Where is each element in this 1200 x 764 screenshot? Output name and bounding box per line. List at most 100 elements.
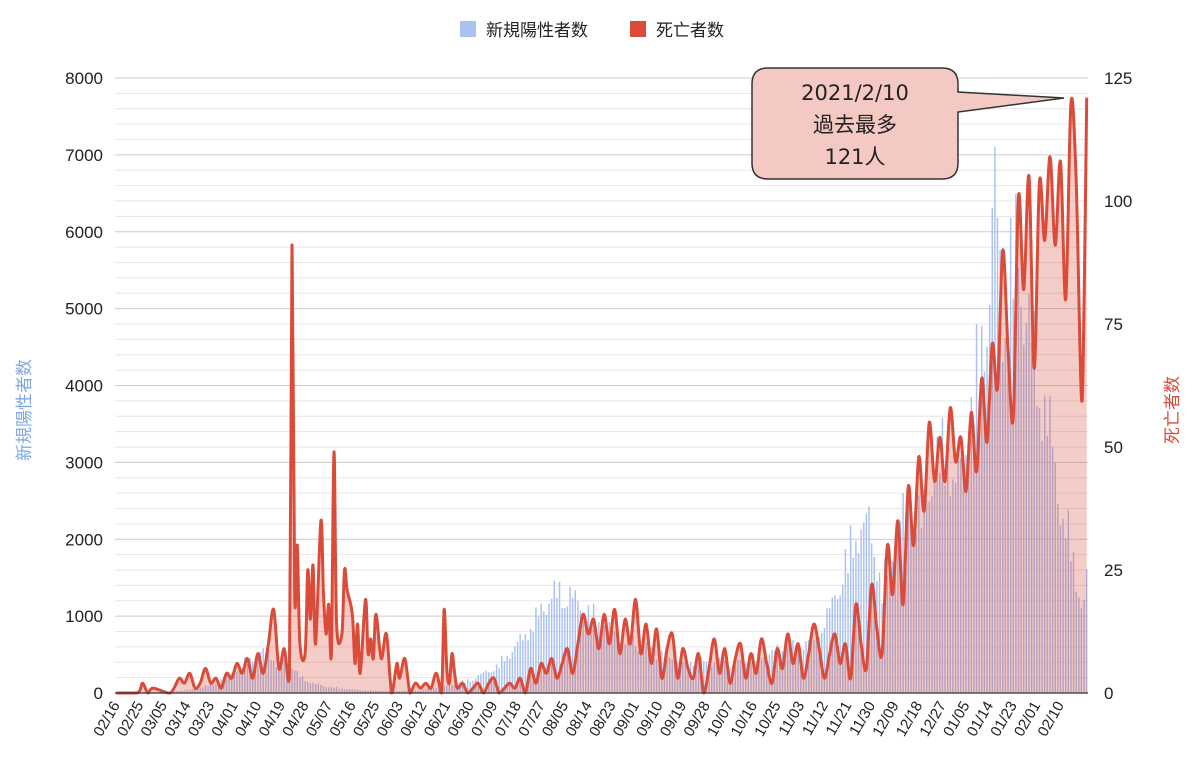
- bar-new-positive: [613, 631, 616, 693]
- bar-new-positive: [839, 595, 841, 693]
- bar-new-positive: [307, 681, 309, 693]
- deaths-line: [116, 96, 1089, 695]
- bar-new-positive: [270, 660, 272, 693]
- bar-new-positive: [1028, 294, 1030, 693]
- bar-new-positive: [1054, 462, 1056, 693]
- bar-new-positive: [695, 661, 697, 693]
- bar-new-positive: [582, 620, 584, 693]
- bar-new-positive: [398, 691, 401, 693]
- bar-new-positive: [212, 685, 215, 693]
- bar-new-positive: [524, 634, 527, 693]
- bar-new-positive: [1004, 337, 1007, 693]
- bar-new-positive: [721, 667, 723, 693]
- bar-new-positive: [404, 690, 406, 693]
- bar-new-positive: [928, 501, 931, 693]
- bar-new-positive: [341, 688, 343, 693]
- bar-new-positive: [401, 691, 403, 693]
- bar-new-positive: [451, 684, 453, 693]
- y-left-tick-label: 2000: [65, 530, 103, 549]
- bar-new-positive: [435, 688, 437, 693]
- bar-new-positive: [789, 652, 792, 693]
- bar-new-positive: [453, 685, 456, 693]
- bar-new-positive: [574, 590, 576, 693]
- bar-new-positive: [865, 513, 868, 693]
- bar-new-positive: [978, 406, 980, 693]
- bar-new-positive: [417, 690, 419, 693]
- bar-new-positive: [878, 572, 881, 693]
- bar-new-positive: [364, 690, 367, 693]
- bar-new-positive: [550, 598, 553, 693]
- bar-new-positive: [1078, 597, 1080, 693]
- bar-new-positive: [724, 660, 726, 693]
- bar-new-positive: [608, 621, 611, 693]
- bar-new-positive: [293, 670, 296, 693]
- bar-new-positive: [498, 668, 500, 693]
- bar-new-positive: [813, 639, 815, 693]
- bar-new-positive: [708, 663, 710, 693]
- bar-new-positive: [697, 663, 700, 693]
- bar-new-positive: [815, 625, 818, 693]
- deaths-series-line: [116, 96, 1089, 695]
- bar-new-positive: [181, 690, 183, 693]
- bar-new-positive: [1038, 407, 1041, 693]
- bar-new-positive: [367, 690, 369, 693]
- bar-new-positive: [537, 617, 540, 693]
- bar-new-positive: [1017, 267, 1020, 693]
- bar-new-positive: [844, 549, 847, 693]
- bar-new-positive: [254, 658, 257, 693]
- legend-label-new-positive: 新規陽性者数: [486, 21, 588, 41]
- bar-new-positive: [228, 672, 230, 693]
- bar-new-positive: [642, 645, 645, 693]
- bar-new-positive: [600, 633, 603, 693]
- bar-new-positive: [931, 496, 933, 693]
- bar-new-positive: [349, 689, 351, 693]
- bar-new-positive: [469, 681, 472, 693]
- bar-new-positive: [438, 687, 440, 693]
- bar-new-positive: [766, 659, 768, 693]
- bar-new-positive: [734, 661, 736, 693]
- bar-new-positive: [191, 689, 194, 693]
- legend-label-deaths: 死亡者数: [656, 21, 724, 41]
- bar-new-positive: [1072, 551, 1075, 693]
- bar-new-positive: [792, 640, 794, 693]
- bar-new-positive: [899, 520, 902, 693]
- bar-new-positive: [703, 660, 705, 693]
- bar-new-positive: [230, 672, 233, 693]
- bar-new-positive: [758, 650, 760, 693]
- bar-new-positive: [446, 685, 448, 693]
- bar-new-positive: [907, 490, 910, 693]
- bar-new-positive: [343, 689, 346, 693]
- bar-new-positive: [1015, 193, 1017, 693]
- bar-new-positive: [726, 666, 729, 693]
- bar-new-positive: [595, 628, 597, 693]
- bar-new-positive: [737, 659, 739, 693]
- bar-new-positive: [385, 690, 388, 693]
- bar-new-positive: [752, 653, 755, 693]
- bar-new-positive: [351, 689, 354, 693]
- callout-bubble: [751, 67, 1065, 180]
- bar-new-positive: [558, 581, 561, 693]
- bar-new-positive: [653, 657, 655, 693]
- bar-new-positive: [771, 649, 773, 693]
- bar-new-positive: [317, 683, 319, 693]
- bar-new-positive: [970, 397, 973, 693]
- bar-new-positive: [514, 646, 516, 693]
- bar-new-positive: [414, 690, 417, 693]
- bar-new-positive: [826, 608, 828, 693]
- bar-new-positive: [501, 655, 503, 693]
- bar-new-positive: [516, 642, 519, 693]
- bar-new-positive: [967, 454, 970, 693]
- bar-new-positive: [834, 595, 836, 693]
- bar-new-positive: [225, 674, 228, 693]
- bar-new-positive: [655, 659, 658, 693]
- bar-new-positive: [988, 304, 991, 693]
- bar-new-positive: [246, 664, 249, 693]
- bar-new-positive: [503, 661, 506, 693]
- bar-new-positive: [849, 525, 852, 693]
- bar-new-positive: [314, 684, 317, 693]
- bar-new-positive: [645, 643, 647, 693]
- bar-new-positive: [755, 661, 757, 693]
- bar-new-positive: [999, 250, 1001, 693]
- bar-new-positive: [716, 665, 718, 693]
- bar-new-positive: [267, 649, 270, 693]
